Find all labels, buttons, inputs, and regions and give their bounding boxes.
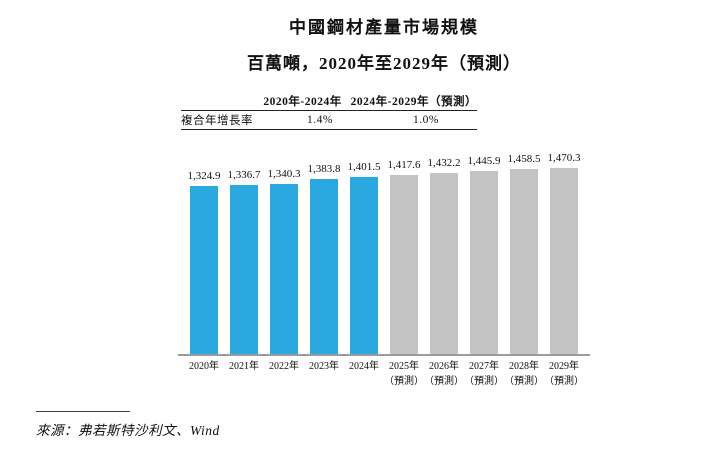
bar-column: 1,324.9 — [184, 170, 224, 354]
x-axis-label-year: 2024年 — [349, 361, 379, 372]
bar-actual — [230, 185, 258, 354]
x-axis-label-year: 2026年 — [429, 361, 459, 372]
x-axis-label-year: 2022年 — [269, 361, 299, 372]
bar-column: 1,383.8 — [304, 163, 344, 354]
bar-column: 1,470.3 — [544, 152, 584, 354]
source-text: 來源：弗若斯特沙利文、Wind — [36, 423, 220, 438]
x-axis-line — [178, 354, 590, 356]
x-axis-label: 2021年 — [224, 360, 264, 389]
cagr-header-period-2: 2024年-2029年（預測） — [350, 96, 477, 108]
cagr-row-label: 複合年增長率 — [181, 115, 253, 127]
bar-forecast — [430, 173, 458, 354]
cagr-header-period-1: 2020年-2024年 — [263, 96, 342, 108]
bar-actual — [350, 177, 378, 354]
bar-column: 1,401.5 — [344, 161, 384, 354]
cagr-value-1: 1.4% — [307, 114, 333, 126]
bars-container: 1,324.9 1,336.7 1,340.3 1,383.8 1,401.5 1,417… — [178, 150, 590, 354]
bar-actual — [190, 186, 218, 354]
x-axis-label-forecast-note: （預測） — [424, 375, 464, 387]
bar-value-label: 1,432.2 — [427, 157, 461, 169]
bar-forecast — [510, 169, 538, 354]
x-axis-label: 2028年 （預測） — [504, 360, 544, 389]
x-axis-label: 2024年 — [344, 360, 384, 389]
bar-forecast — [550, 168, 578, 354]
x-axis-label-year: 2025年 — [389, 361, 419, 372]
bar-value-label: 1,401.5 — [347, 161, 381, 173]
cagr-table: 2020年-2024年 2024年-2029年（預測） 複合年增長率 1.4% … — [181, 92, 477, 130]
x-axis-label: 2023年 — [304, 360, 344, 389]
x-axis-label-forecast-note: （預測） — [504, 375, 544, 387]
bar-forecast — [390, 175, 418, 354]
cagr-data-row: 複合年增長率 1.4% 1.0% — [181, 111, 477, 130]
x-axis-label-year: 2023年 — [309, 361, 339, 372]
chart-title: 中國鋼材產量市場規模 — [289, 18, 479, 37]
bar-column: 1,336.7 — [224, 169, 264, 354]
title-block: 中國鋼材產量市場規模 百萬噸，2020年至2029年（預測） — [178, 13, 590, 74]
x-axis-label-year: 2029年 — [549, 361, 579, 372]
source-block: 來源：弗若斯特沙利文、Wind — [36, 411, 220, 439]
x-axis-label: 2029年 （預測） — [544, 360, 584, 389]
bar-value-label: 1,383.8 — [307, 163, 341, 175]
bar-value-label: 1,324.9 — [187, 170, 221, 182]
cagr-header-row: 2020年-2024年 2024年-2029年（預測） — [181, 92, 477, 111]
x-axis-label-forecast-note: （預測） — [464, 375, 504, 387]
bar-column: 1,458.5 — [504, 153, 544, 354]
x-axis-label-year: 2021年 — [229, 361, 259, 372]
bar-column: 1,340.3 — [264, 168, 304, 354]
bar-column: 1,432.2 — [424, 157, 464, 354]
bar-chart: 1,324.9 1,336.7 1,340.3 1,383.8 1,401.5 1,417… — [178, 150, 590, 389]
bar-value-label: 1,470.3 — [547, 152, 581, 164]
x-axis-label-year: 2028年 — [509, 361, 539, 372]
source-divider-rule — [36, 411, 130, 412]
x-axis-label-forecast-note: （預測） — [384, 375, 424, 387]
x-axis-labels: 2020年 2021年 2022年 2023年 2024年 2025年 （預測） 2026年 （… — [178, 360, 590, 389]
x-axis-label: 2026年 （預測） — [424, 360, 464, 389]
bar-actual — [310, 179, 338, 354]
bar-actual — [270, 184, 298, 354]
x-axis-label: 2020年 — [184, 360, 224, 389]
x-axis-label-year: 2027年 — [469, 361, 499, 372]
x-axis-label-year: 2020年 — [189, 361, 219, 372]
cagr-value-2: 1.0% — [413, 114, 439, 126]
chart-subtitle: 百萬噸，2020年至2029年（預測） — [247, 54, 521, 73]
bar-column: 1,417.6 — [384, 159, 424, 354]
x-axis-label: 2025年 （預測） — [384, 360, 424, 389]
bar-forecast — [470, 171, 498, 354]
bar-value-label: 1,336.7 — [227, 169, 261, 181]
x-axis-label: 2027年 （預測） — [464, 360, 504, 389]
x-axis-label: 2022年 — [264, 360, 304, 389]
bar-column: 1,445.9 — [464, 155, 504, 354]
bar-value-label: 1,458.5 — [507, 153, 541, 165]
x-axis-label-forecast-note: （預測） — [544, 375, 584, 387]
bar-value-label: 1,417.6 — [387, 159, 421, 171]
bar-value-label: 1,340.3 — [267, 168, 301, 180]
bar-value-label: 1,445.9 — [467, 155, 501, 167]
